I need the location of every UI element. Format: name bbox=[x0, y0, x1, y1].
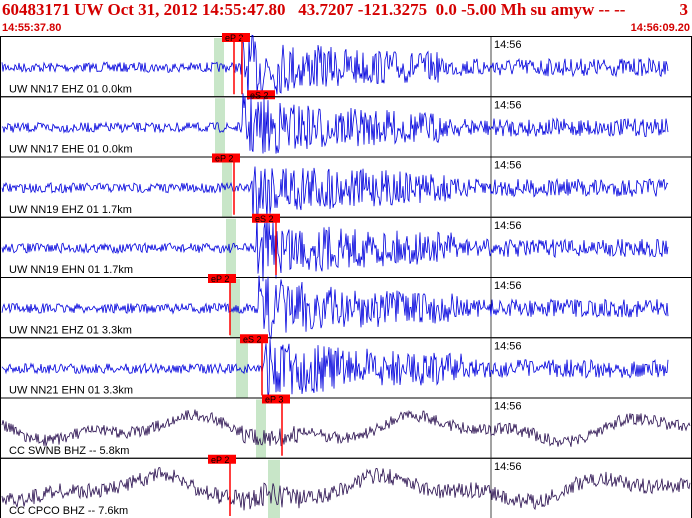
station-label: UW NN17 EHZ 01 0.0km bbox=[9, 83, 132, 95]
pick-window bbox=[222, 158, 232, 217]
station-label: CC SWNB BHZ -- 5.8km bbox=[9, 445, 129, 457]
pick-window bbox=[226, 218, 236, 277]
trace-panel[interactable]: 14:56 UW NN17 EHE 01 0.0km bbox=[0, 93, 692, 158]
pick-flag[interactable] bbox=[212, 153, 240, 163]
trace-panel[interactable]: 14:56 eP 2 CC CPCO BHZ -- 7.6km bbox=[0, 454, 692, 518]
time-marker-label: 14:56 bbox=[494, 160, 522, 172]
time-marker-label: 14:56 bbox=[494, 461, 522, 473]
waveform-trace bbox=[1, 166, 669, 220]
trace-panel[interactable]: 14:56 eS 2 UW NN21 EHN 01 3.3km bbox=[0, 334, 692, 401]
pick-phase-label: eP 3 bbox=[265, 395, 283, 405]
station-label: UW NN19 EHZ 01 1.7km bbox=[9, 204, 132, 216]
time-marker-label: 14:56 bbox=[494, 280, 522, 292]
pick-flag[interactable] bbox=[252, 213, 280, 223]
waveform-trace bbox=[1, 93, 669, 154]
pick-phase-label: eS 2 bbox=[243, 334, 262, 344]
pick-window bbox=[215, 98, 225, 157]
pick-flag[interactable] bbox=[262, 394, 290, 404]
pick-flag[interactable] bbox=[208, 274, 236, 283]
pick-phase-label: eS 2 bbox=[250, 90, 269, 100]
start-time-label: 14:55:37.80 bbox=[2, 22, 62, 34]
pick-flag[interactable] bbox=[240, 334, 268, 344]
station-label: UW NN21 EHN 01 3.3km bbox=[9, 385, 133, 397]
waveform-trace bbox=[1, 216, 669, 282]
end-time-label: 14:56:09.20 bbox=[630, 22, 690, 34]
waveform-trace bbox=[1, 34, 669, 101]
station-label: UW NN17 EHE 01 0.0km bbox=[9, 144, 132, 156]
waveform-trace bbox=[1, 467, 691, 511]
time-marker-label: 14:56 bbox=[494, 99, 522, 111]
time-marker-label: 14:56 bbox=[494, 401, 522, 413]
waveform-trace bbox=[1, 275, 669, 340]
trace-panel[interactable]: 14:56 eP 3 CC SWNB BHZ -- 5.8km bbox=[0, 394, 692, 459]
pick-phase-label: eS 2 bbox=[255, 214, 274, 224]
pick-window bbox=[230, 279, 240, 338]
trace-panel[interactable]: 14:56 eP 2 UW NN21 EHZ 01 3.3km bbox=[0, 274, 692, 340]
event-title: 60483171 UW Oct 31, 2012 14:55:47.80 43.… bbox=[2, 0, 626, 19]
time-marker-label: 14:56 bbox=[494, 39, 522, 51]
station-label: CC CPCO BHZ -- 7.6km bbox=[9, 505, 128, 517]
pick-phase-label: eP 2 bbox=[211, 274, 229, 284]
trace-panel[interactable]: 14:56 eS 2 UW NN19 EHN 01 1.7km bbox=[0, 213, 692, 282]
event-number: 3 bbox=[679, 0, 689, 19]
pick-window bbox=[214, 38, 224, 97]
station-label: UW NN21 EHZ 01 3.3km bbox=[9, 324, 132, 336]
event-header: 60483171 UW Oct 31, 2012 14:55:47.80 43.… bbox=[0, 0, 692, 22]
time-marker-label: 14:56 bbox=[494, 340, 522, 352]
station-label: UW NN19 EHN 01 1.7km bbox=[9, 264, 133, 276]
trace-panel[interactable]: 14:56 eP 2 UW NN19 EHZ 01 1.7km bbox=[0, 153, 692, 220]
pick-phase-label: eP 2 bbox=[215, 154, 233, 164]
pick-phase-label: eP 2 bbox=[225, 33, 243, 43]
waveform-trace bbox=[1, 409, 691, 447]
time-marker-label: 14:56 bbox=[494, 220, 522, 232]
trace-panel[interactable]: 14:56 eP 2 eS 2 UW NN17 EHZ 01 0.0km bbox=[0, 33, 692, 101]
pick-flag[interactable] bbox=[222, 33, 250, 42]
waveform-trace bbox=[1, 339, 669, 401]
pick-phase-label: eP 2 bbox=[211, 455, 229, 465]
pick-window bbox=[256, 399, 266, 458]
pick-flag[interactable] bbox=[247, 90, 275, 100]
pick-window bbox=[236, 339, 248, 398]
pick-flag[interactable] bbox=[208, 454, 236, 464]
